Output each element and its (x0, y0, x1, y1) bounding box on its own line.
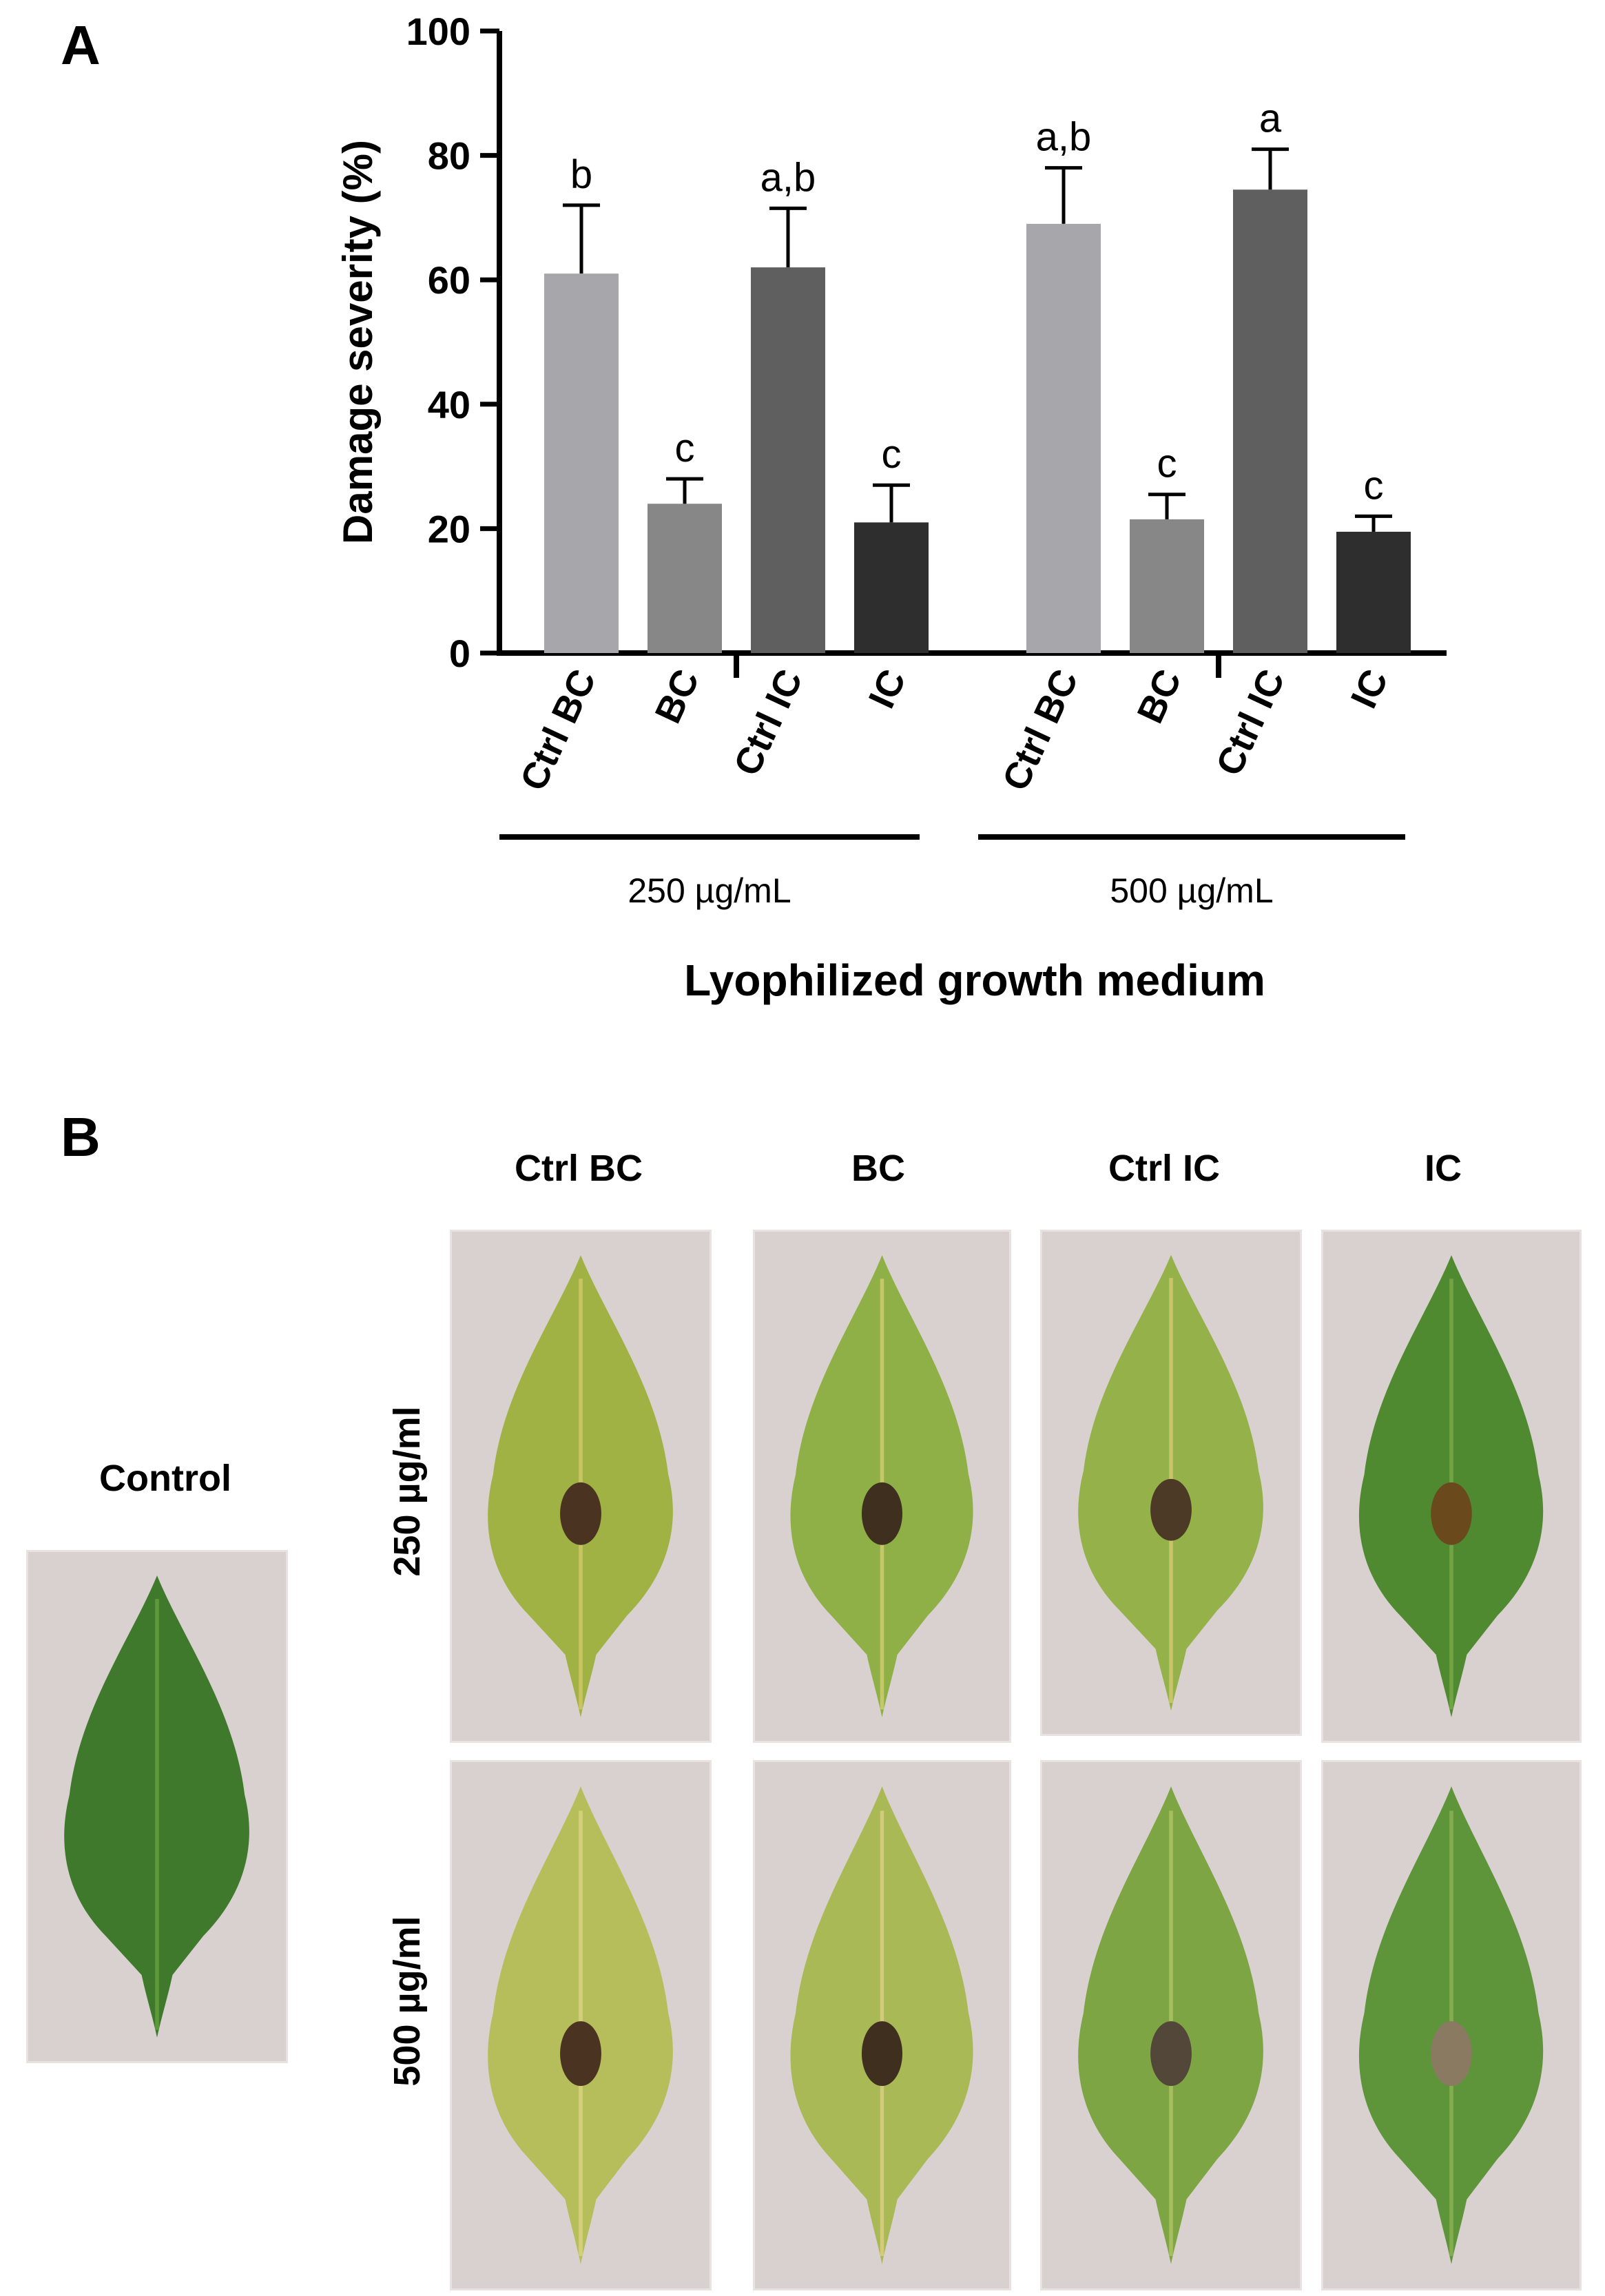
bar (751, 267, 825, 653)
control-label: Control (99, 1458, 231, 1499)
x-axis-title: Lyophilized growth medium (684, 955, 1265, 1005)
leaf-photo-500-bc (753, 1760, 1011, 2290)
leaf-illustration (790, 1255, 973, 1717)
x-tick-label: IC (861, 663, 914, 714)
significance-letter: c (882, 432, 902, 477)
significance-letter: a,b (1036, 115, 1092, 160)
significance-letter: a (1259, 96, 1282, 141)
bar (648, 504, 722, 653)
leaf-illustration (488, 1786, 673, 2264)
significance-letter: b (570, 152, 592, 197)
significance-letter: c (1157, 442, 1177, 486)
leaf-illustration (1078, 1786, 1263, 2264)
leaf-illustration (790, 1786, 973, 2264)
leaf-photo-250-ctrl-ic (1040, 1230, 1302, 1736)
y-tick-label: 100 (406, 10, 470, 53)
leaf-lesion (861, 2021, 903, 2087)
column-label-ctrl-ic: Ctrl IC (1108, 1148, 1220, 1189)
leaf-lesion (1150, 2021, 1192, 2087)
chart-labels: 0 20 40 60 80 100 Damage severity (%) b Ctrl BC c… (335, 10, 1396, 1005)
bar (1233, 189, 1307, 653)
bar-chart: 0 20 40 60 80 100 Damage severity (%) b Ctrl BC c… (335, 10, 1447, 1005)
significance-letter: c (675, 426, 695, 470)
y-tick-label: 0 (449, 632, 470, 675)
bar (544, 273, 619, 653)
leaf-photo-250-ctrl-bc (450, 1230, 712, 1743)
leaf-lesion (560, 2021, 601, 2087)
x-tick-label: IC (1343, 663, 1396, 714)
leaf-lesion (1431, 1482, 1472, 1545)
row-label-250: 250 µg/ml (386, 1406, 428, 1577)
leaf-photo-250-ic (1321, 1230, 1582, 1743)
leaf-lesion (1431, 2021, 1472, 2087)
y-tick-label: 60 (428, 258, 470, 302)
leaf-illustration (1078, 1254, 1263, 1711)
x-tick-label: Ctrl BC (995, 663, 1086, 797)
control-leaf-photo (26, 1550, 288, 2063)
leaf-photo-500-ctrl-ic (1040, 1760, 1302, 2290)
column-label-ic: IC (1425, 1148, 1462, 1189)
leaf-illustration (64, 1575, 249, 2038)
leaf-lesion (1150, 1478, 1192, 1541)
leaf-illustration (1358, 1786, 1544, 2264)
bar (1130, 519, 1204, 653)
y-tick-label: 20 (428, 507, 470, 550)
y-tick-label: 80 (428, 134, 470, 178)
row-label-500: 500 µg/ml (386, 1916, 428, 2087)
y-tick-label: 40 (428, 383, 470, 426)
bar (1026, 223, 1101, 653)
x-tick-label: Ctrl IC (726, 663, 811, 782)
leaf-photo-500-ctrl-bc (450, 1760, 712, 2290)
x-tick-label: BC (648, 663, 707, 730)
group-label: 500 µg/mL (1110, 871, 1273, 910)
leaf-photo-500-ic (1321, 1760, 1582, 2290)
leaf-illustration (1358, 1255, 1544, 1717)
significance-letter: a,b (760, 155, 816, 200)
column-label-ctrl-bc: Ctrl BC (515, 1148, 643, 1189)
bar (854, 522, 929, 653)
column-label-bc: BC (851, 1148, 905, 1189)
panel-b-letter: B (61, 1106, 101, 1168)
significance-letter: c (1364, 463, 1384, 508)
leaf-lesion (560, 1482, 601, 1545)
x-tick-label: BC (1130, 663, 1190, 730)
chart-bars (544, 147, 1411, 653)
leaf-photo-250-bc (753, 1230, 1011, 1743)
x-tick-label: Ctrl BC (512, 663, 604, 797)
x-tick-label: Ctrl IC (1208, 663, 1293, 782)
panel-a-letter: A (61, 14, 101, 76)
bar (1336, 531, 1411, 653)
y-axis-title: Damage severity (%) (335, 140, 381, 544)
leaf-lesion (861, 1482, 903, 1545)
leaf-illustration (488, 1255, 673, 1717)
group-label: 250 µg/mL (628, 871, 791, 910)
